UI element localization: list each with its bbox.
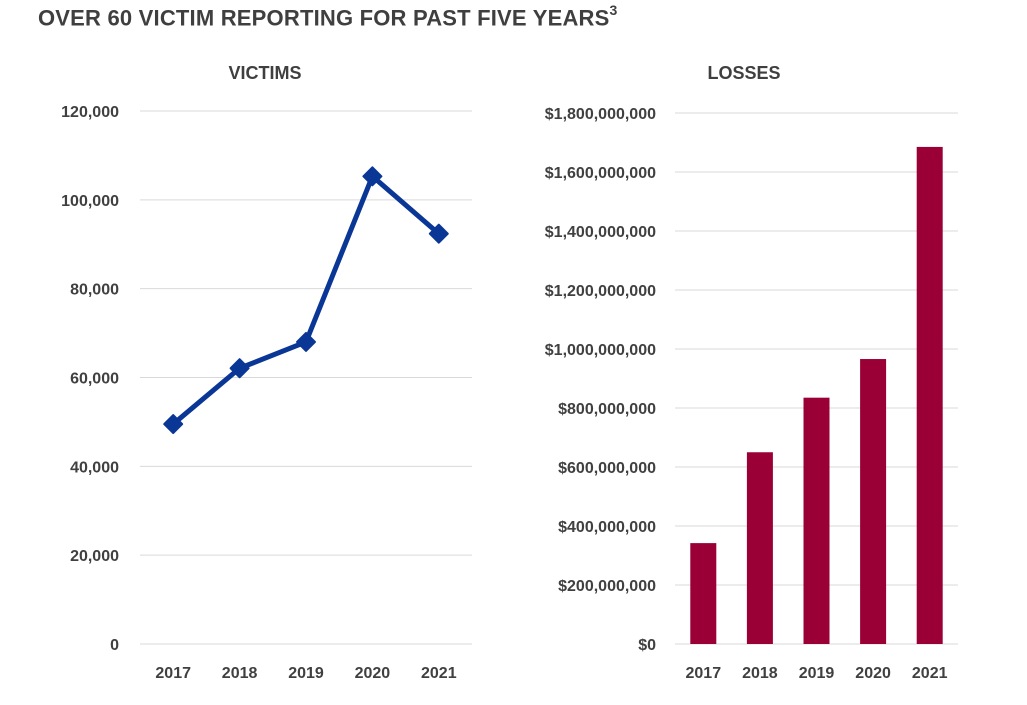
losses-bar [916,146,943,645]
victims-point [163,414,184,435]
losses-bars [690,146,943,645]
victims-x-tick-label: 2018 [222,665,258,682]
victims-point [428,223,449,244]
victims-grid [140,110,472,645]
losses-x-tick-label: 2017 [686,665,722,682]
victims-point [362,166,383,187]
victims-x-tick-label: 2017 [155,665,191,682]
victims-chart: VICTIMS 0 20,000 40,000 60,000 80,000 100,000… [61,63,472,682]
victims-x-tick-label: 2020 [355,665,391,682]
victims-point [229,358,250,379]
page-title-text: OVER 60 VICTIM REPORTING FOR PAST FIVE Y… [38,5,610,31]
losses-chart: LOSSES $0 $200,000,000 $400,000,000 $600,00… [545,63,958,682]
victims-y-axis: 0 20,000 40,000 60,000 80,000 100,000 120,000 [61,104,119,654]
victims-line [171,173,441,426]
victims-chart-title: VICTIMS [228,63,301,83]
losses-x-tick-label: 2020 [855,665,891,682]
losses-bar [803,397,830,644]
footnote-marker: 3 [609,2,618,18]
victims-y-tick-label: 0 [110,637,119,654]
losses-y-tick-label: $800,000,000 [558,401,656,418]
losses-y-tick-label: $1,600,000,000 [545,165,656,182]
losses-y-tick-label: $200,000,000 [558,578,656,595]
victims-y-tick-label: 40,000 [70,459,119,476]
losses-x-axis: 2017 2018 2019 2020 2021 [686,665,948,682]
victims-x-tick-label: 2019 [288,665,324,682]
victims-y-tick-label: 20,000 [70,548,119,565]
victims-series [163,166,449,435]
losses-y-tick-label: $1,400,000,000 [545,224,656,241]
losses-y-tick-label: $1,000,000,000 [545,342,656,359]
losses-chart-title: LOSSES [707,63,780,83]
victims-x-tick-label: 2021 [421,665,457,682]
losses-y-tick-label: $400,000,000 [558,519,656,536]
losses-y-tick-label: $0 [638,637,656,654]
losses-y-tick-label: $1,200,000,000 [545,283,656,300]
losses-x-tick-label: 2021 [912,665,948,682]
victims-y-tick-label: 80,000 [70,282,119,299]
losses-y-axis: $0 $200,000,000 $400,000,000 $600,000,000 $8… [545,106,656,654]
losses-y-tick-label: $1,800,000,000 [545,106,656,123]
victims-y-tick-label: 120,000 [61,104,119,121]
victims-point [296,331,316,352]
losses-bar [860,359,887,644]
losses-bar [690,543,717,644]
losses-y-tick-label: $600,000,000 [558,460,656,477]
victims-y-tick-label: 100,000 [61,193,119,210]
victims-y-tick-label: 60,000 [70,371,119,388]
losses-x-tick-label: 2018 [742,665,778,682]
victims-x-axis: 2017 2018 2019 2020 2021 [155,665,456,682]
losses-bar [746,452,773,644]
losses-x-tick-label: 2019 [799,665,835,682]
page-title: OVER 60 VICTIM REPORTING FOR PAST FIVE Y… [38,2,618,31]
